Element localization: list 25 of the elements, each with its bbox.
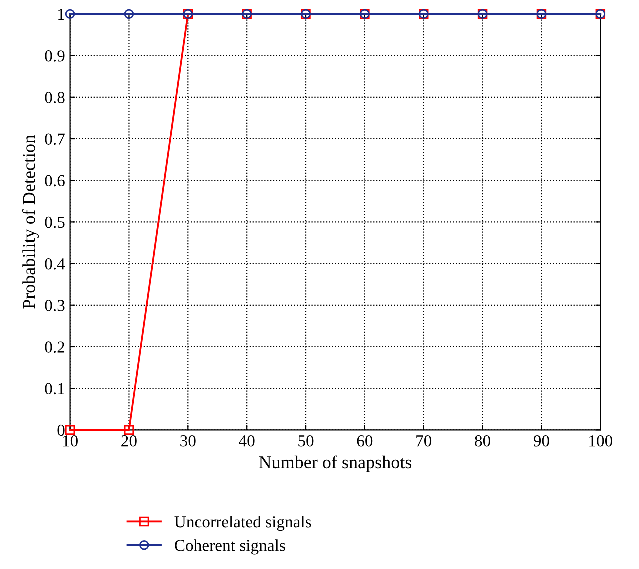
x-axis-title: Number of snapshots xyxy=(259,456,412,472)
x-tick-label: 60 xyxy=(357,436,373,447)
x-tick-label: 70 xyxy=(416,436,432,447)
x-tick-label: 10 xyxy=(63,436,78,447)
y-tick-label: 1 xyxy=(58,9,64,20)
x-tick-label: 40 xyxy=(239,436,255,447)
x-tick-label: 50 xyxy=(298,436,314,447)
legend-label: Uncorrelated signals xyxy=(174,516,312,532)
legend-label: Coherent signals xyxy=(175,540,286,555)
y-axis-title: Probability of Detection xyxy=(22,135,40,309)
y-tick-label: 0.4 xyxy=(45,258,66,270)
x-tick-label: 30 xyxy=(180,436,196,447)
y-tick-label: 0.8 xyxy=(45,92,65,104)
y-tick-label: 0.5 xyxy=(45,216,65,228)
x-tick-label: 80 xyxy=(475,436,490,447)
y-tick-label: 0 xyxy=(58,424,65,436)
y-tick-label: 0.1 xyxy=(45,383,64,395)
y-tick-label: 0.7 xyxy=(45,134,65,146)
y-tick-label: 0.9 xyxy=(45,50,65,62)
x-tick-label: 100 xyxy=(590,436,613,447)
x-tick-label: 90 xyxy=(534,436,550,447)
y-tick-label: 0.6 xyxy=(45,175,65,187)
x-tick-label: 20 xyxy=(122,436,137,447)
y-tick-label: 0.3 xyxy=(45,300,65,312)
y-tick-label: 0.2 xyxy=(45,342,65,353)
